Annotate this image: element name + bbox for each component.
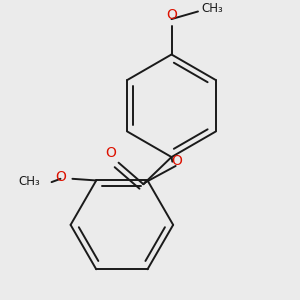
- Text: O: O: [105, 146, 116, 160]
- Text: CH₃: CH₃: [18, 175, 40, 188]
- Text: O: O: [171, 154, 182, 168]
- Text: O: O: [55, 170, 66, 184]
- Text: CH₃: CH₃: [201, 2, 223, 15]
- Text: O: O: [166, 8, 177, 22]
